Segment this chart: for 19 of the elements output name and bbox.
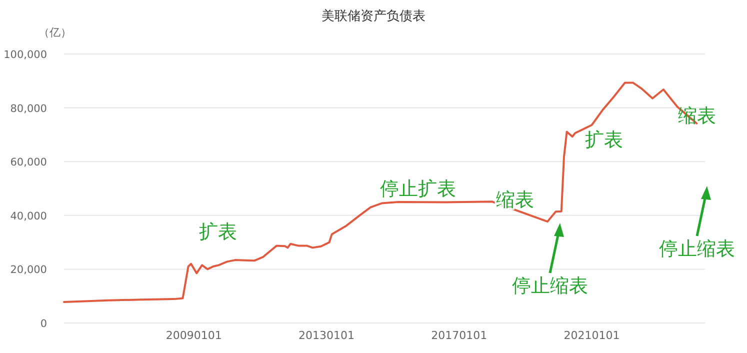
y-tick-label: 80,000 xyxy=(10,102,47,115)
annotation: 扩表 xyxy=(199,221,237,243)
annotation: 停止扩表 xyxy=(380,178,456,200)
y-tick-label: 0 xyxy=(40,318,47,330)
y-axis-title: （亿） xyxy=(38,26,72,39)
x-tick-label: 20130101 xyxy=(298,329,354,342)
line-series xyxy=(63,82,698,304)
annotation: 停止缩表 xyxy=(512,275,588,297)
x-tick-label: 20090101 xyxy=(166,329,222,342)
annotation: 停止缩表 xyxy=(659,238,735,260)
annotation: 缩表 xyxy=(496,189,534,211)
y-tick-label: 40,000 xyxy=(10,210,47,222)
annotation: 扩表 xyxy=(585,129,623,151)
x-tick-label: 20210101 xyxy=(564,329,620,342)
x-tick-label: 20170101 xyxy=(431,329,488,342)
y-tick-label: 100,000 xyxy=(4,49,47,61)
y-tick-label: 20,000 xyxy=(10,264,47,276)
y-tick-label: 60,000 xyxy=(10,156,47,169)
chart-title: 美联储资产负债表 xyxy=(322,8,426,24)
